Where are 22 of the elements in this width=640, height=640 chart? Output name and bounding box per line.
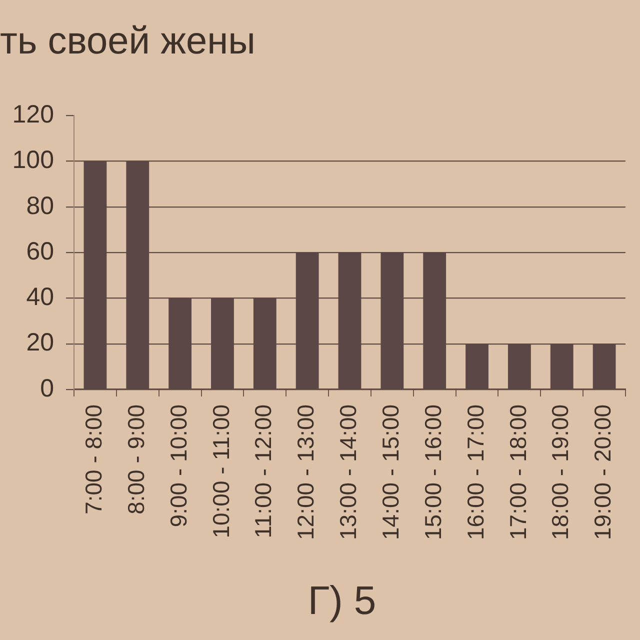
x-tick-label: 16:00 - 17:00: [462, 404, 488, 540]
y-tick-label: 40: [26, 283, 54, 312]
chart-title: ть своей жены: [0, 20, 256, 62]
x-tick-label: 18:00 - 19:00: [547, 404, 574, 540]
y-tick-label: 60: [26, 237, 54, 266]
text: Г) 5: [308, 579, 376, 623]
y-tick-label: 0: [40, 374, 54, 402]
y-tick-label: 20: [26, 328, 54, 357]
y-tick-label: 80: [26, 192, 54, 220]
x-tick-label: 14:00 - 15:00: [378, 404, 404, 540]
x-tick-label: 12:00 - 13:00: [292, 404, 319, 540]
x-tick-label: 11:00 - 12:00: [250, 404, 276, 538]
x-tick-label: 15:00 - 16:00: [420, 404, 446, 540]
y-tick-label: 100: [12, 146, 54, 174]
y-tick-label: 120: [12, 100, 54, 128]
x-tick-label: 8:00 - 9:00: [122, 404, 149, 514]
x-tick-label: 19:00 - 20:00: [590, 404, 616, 540]
x-tick-label: 13:00 - 14:00: [335, 404, 362, 540]
x-tick-label: 17:00 - 18:00: [504, 404, 531, 540]
x-tick-label: 10:00 - 11:00: [208, 404, 234, 538]
x-tick-label: 9:00 - 10:00: [165, 404, 192, 528]
x-tick-label: 7:00 - 8:00: [80, 404, 107, 514]
